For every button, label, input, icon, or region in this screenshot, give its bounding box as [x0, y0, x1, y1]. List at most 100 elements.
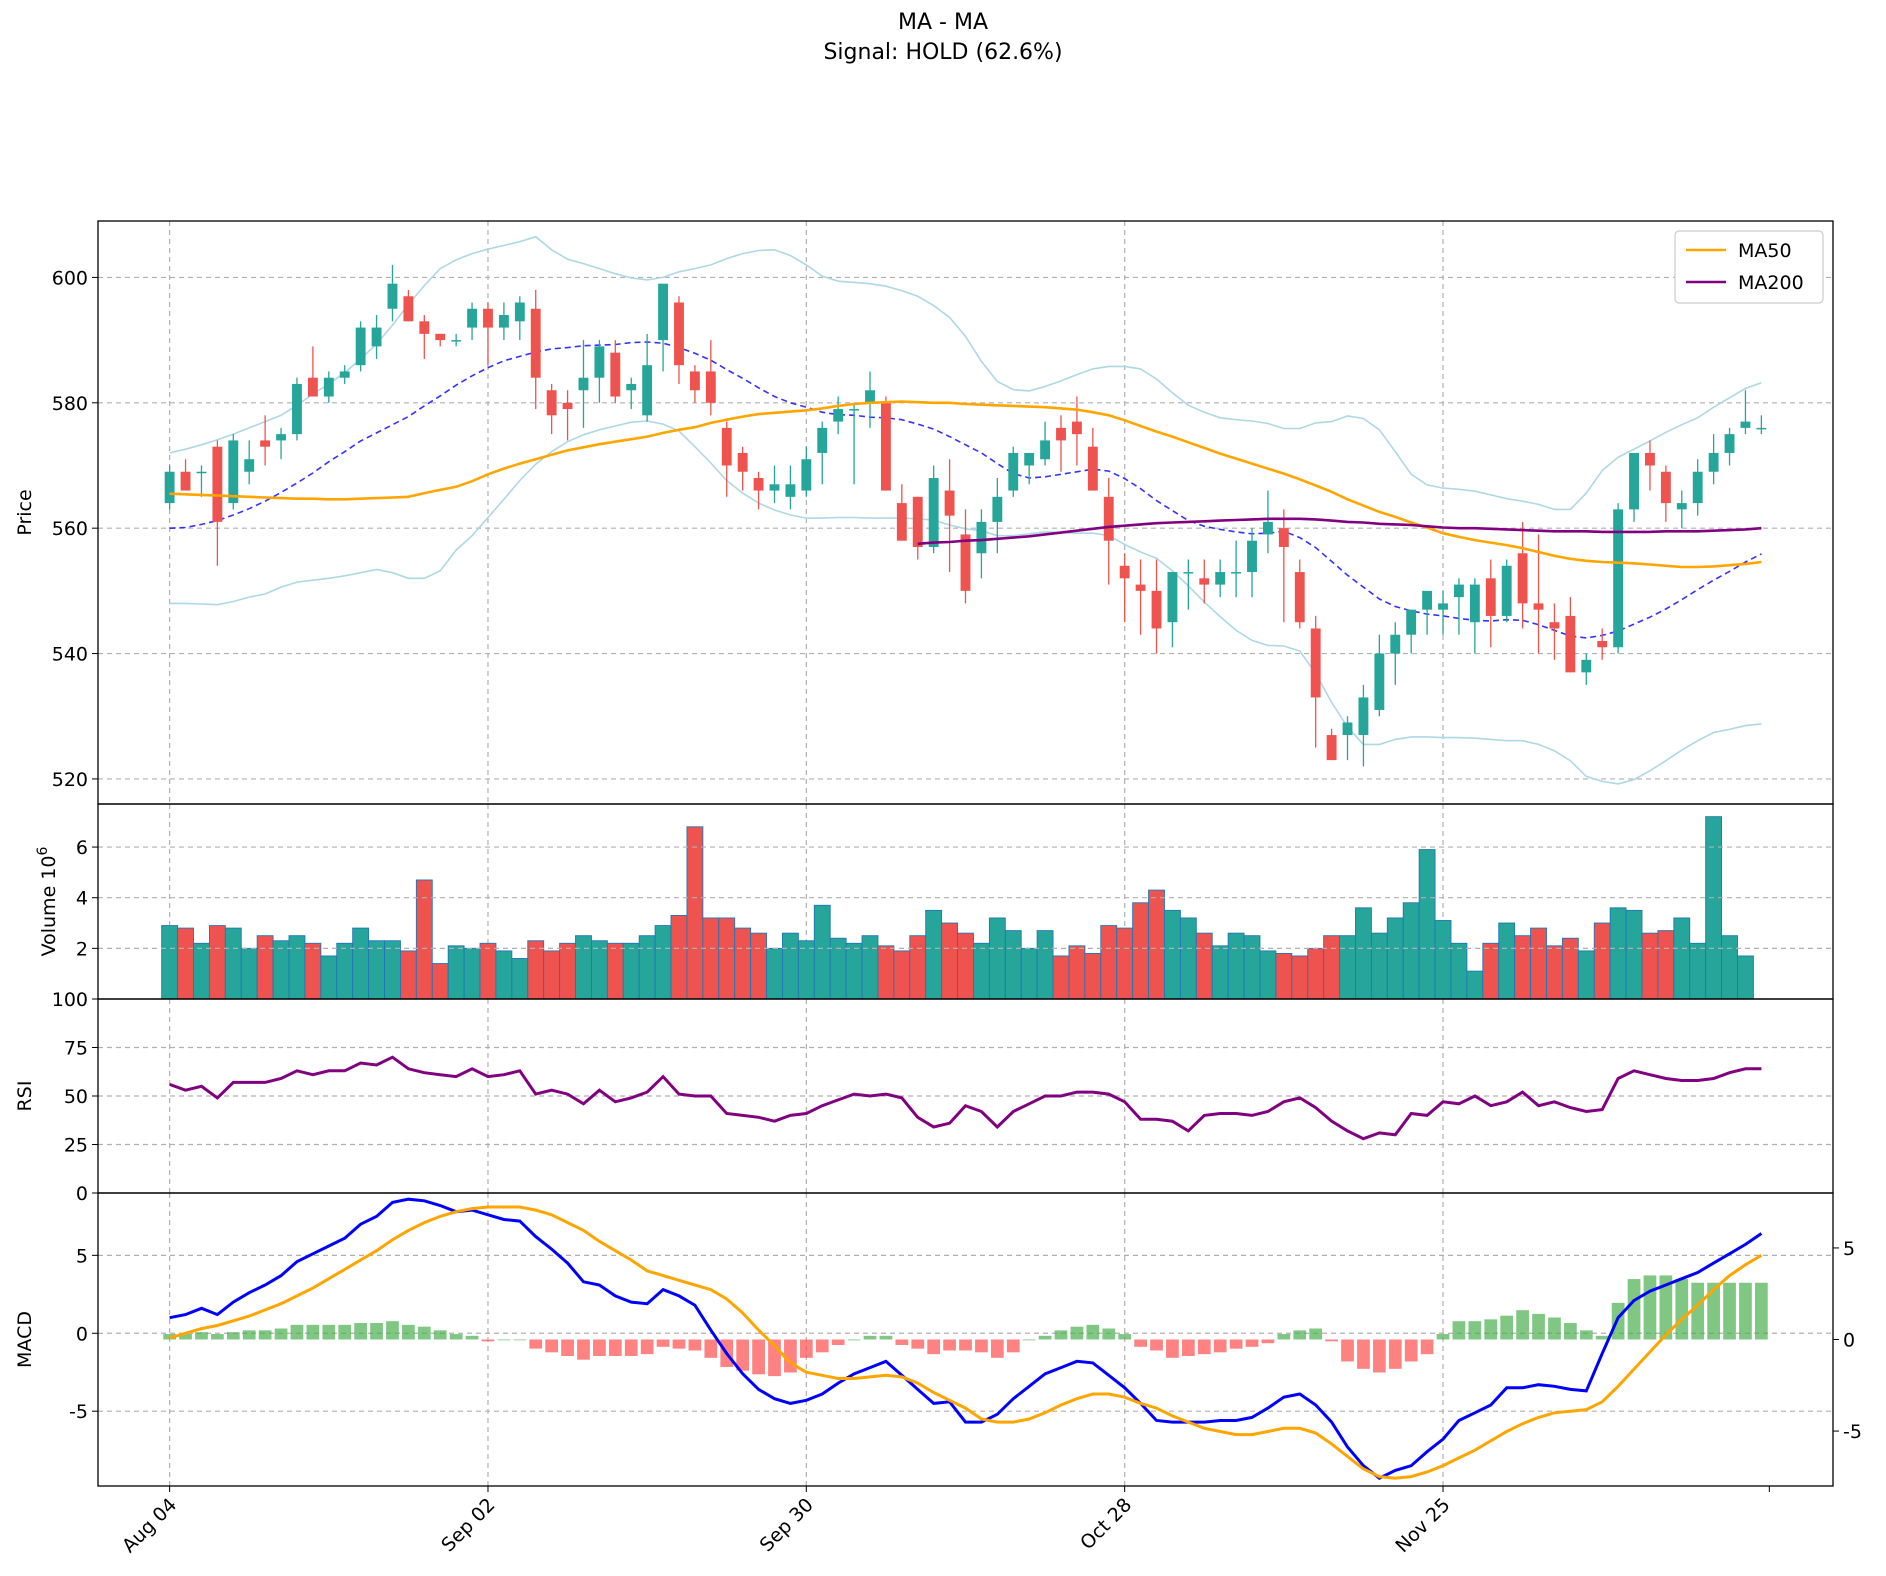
candle-body [1167, 572, 1178, 623]
macd-histogram-bar [1500, 1315, 1514, 1340]
macd-histogram-bar [1436, 1334, 1450, 1340]
candle-body [1151, 590, 1162, 629]
volume-bar [734, 927, 752, 1000]
volume-bar [606, 942, 624, 1000]
volume-bar [447, 945, 465, 1000]
candle-body [737, 452, 748, 472]
volume-bar [1418, 849, 1436, 1000]
volume-bar [1116, 927, 1134, 1000]
candlestick [1517, 521, 1528, 629]
candle-body [880, 402, 891, 491]
candlestick [371, 315, 382, 359]
macd-histogram-bar [1691, 1282, 1705, 1340]
candle-body [912, 496, 923, 547]
macd-histogram-bar [959, 1339, 972, 1351]
volume-bar [1370, 932, 1388, 1000]
volume-bar [1036, 930, 1054, 1000]
candle-body [1549, 622, 1560, 629]
macd-histogram-bar [640, 1339, 654, 1355]
macd-histogram-bar [1070, 1326, 1084, 1340]
candle-body [705, 371, 716, 403]
macd-histogram-bar [1245, 1339, 1259, 1347]
candle-body [1565, 615, 1576, 673]
candle-body [1119, 565, 1130, 579]
volume-bar [1339, 935, 1356, 1000]
volume-bar [463, 947, 481, 1000]
macd-histogram-bar [258, 1330, 272, 1340]
ytick-label-volume: 4 [76, 888, 88, 910]
macd-histogram-bar [242, 1330, 256, 1340]
candle-body [1215, 572, 1226, 585]
volume-bar [988, 917, 1006, 1000]
macd-histogram-bar [593, 1339, 606, 1356]
volume-bar [1068, 945, 1086, 1000]
volume-bar [718, 917, 736, 1000]
ytick-label-rsi: 0 [76, 1183, 88, 1205]
candle-body [1660, 471, 1671, 504]
volume-bar [161, 925, 179, 1000]
volume-bar [1179, 917, 1197, 1000]
candle-body [307, 377, 318, 397]
macd-histogram-bar [1420, 1339, 1434, 1355]
macd-histogram-bar [274, 1328, 288, 1340]
volume-bar [1689, 942, 1707, 1000]
volume-bar [288, 935, 306, 1000]
volume-bar [686, 826, 704, 1000]
macd-histogram-bar [449, 1334, 463, 1340]
macd-histogram-bar [1229, 1339, 1243, 1349]
macd-histogram-bar [179, 1334, 192, 1340]
candle-body [1629, 452, 1639, 510]
candle-body [1645, 452, 1655, 466]
volume-bar [1227, 932, 1245, 1000]
candlestick [1278, 509, 1289, 623]
candlestick [1024, 452, 1035, 485]
ytick-label-price: 520 [52, 769, 88, 791]
macd-histogram-bar [1484, 1319, 1498, 1340]
candle-body [1692, 471, 1703, 504]
macd-histogram-bar [1548, 1317, 1561, 1340]
macd-histogram-bar [624, 1339, 638, 1356]
candlestick [960, 509, 971, 604]
candle-body [355, 327, 366, 366]
candlestick [944, 459, 955, 573]
candle-body [339, 371, 350, 378]
volume-bar [877, 945, 895, 1000]
candle-body [1581, 659, 1592, 673]
candlestick [1199, 559, 1210, 604]
volume-bar [559, 942, 576, 1000]
volume-bar [1386, 917, 1404, 1000]
macd-histogram-bar [465, 1335, 479, 1340]
volume-bar [702, 917, 720, 1000]
macd-histogram-bar [417, 1326, 431, 1340]
chart-title: MA - MA [898, 10, 988, 35]
candle-body [403, 296, 414, 322]
macd-histogram-bar [497, 1339, 511, 1341]
candlestick [228, 434, 239, 510]
volume-bar [829, 937, 847, 1000]
candlestick [642, 333, 653, 422]
candlestick [1119, 553, 1130, 623]
volume-bar [654, 925, 672, 1000]
candle-body [1374, 653, 1385, 710]
candlestick [896, 484, 907, 541]
candlestick [212, 440, 223, 566]
candle-body [992, 496, 1003, 522]
candlestick [1326, 728, 1337, 761]
candle-body [976, 521, 987, 554]
volume-bar [1020, 947, 1038, 1000]
volume-bar [193, 942, 210, 1000]
candle-body [180, 471, 191, 491]
volume-bar [1705, 816, 1723, 1000]
macd-histogram-bar [513, 1339, 527, 1341]
volume-bar [766, 947, 783, 1000]
volume-bar [1195, 932, 1213, 1000]
candlestick [1533, 534, 1544, 654]
macd-histogram-bar [195, 1332, 208, 1340]
candle-body [1533, 603, 1544, 610]
macd-histogram-bar [608, 1339, 622, 1356]
macd-histogram-bar [370, 1323, 383, 1340]
volume-bar [527, 940, 545, 1000]
macd-histogram-bar [1468, 1321, 1482, 1340]
macd-axis-label: MACD [14, 1311, 36, 1368]
ma50-line [169, 400, 1762, 569]
